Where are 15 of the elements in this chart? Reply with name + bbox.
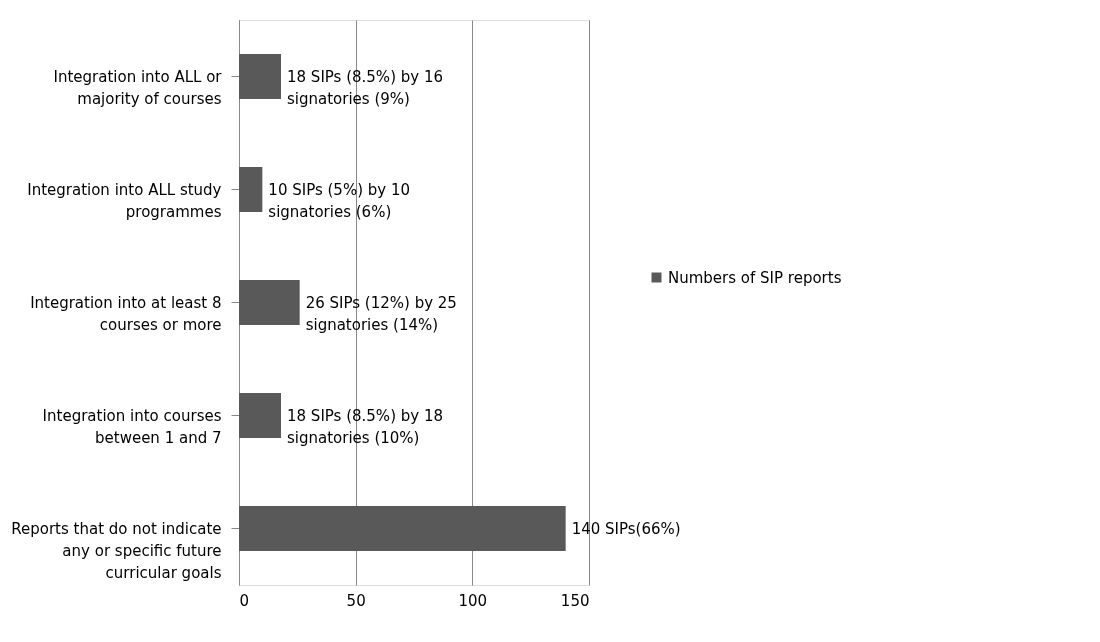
y-tick-label: Integration into courses between 1 and 7	[42, 406, 222, 447]
x-tick-label: 0	[239, 591, 250, 610]
x-tick-label: 50	[346, 591, 366, 610]
y-tick-label: Integration into ALL or majority of courses	[53, 67, 223, 108]
data-label: 140 SIPs(66%)	[571, 519, 681, 538]
data-label: 18 SIPs (8.5%) by 16 signatories (9%)	[287, 67, 443, 108]
x-tick-label: 100	[458, 591, 488, 610]
y-tick-label: Integration into at least 8 courses or more	[30, 293, 222, 334]
y-tick-label: Integration into ALL study programmes	[27, 180, 222, 221]
y-tick-label: Reports that do not indicate any or specific future curricular goals	[11, 519, 222, 582]
data-label: 18 SIPs (8.5%) by 18 signatories (10%)	[287, 406, 443, 447]
data-label: 26 SIPs (12%) by 25 signatories (14%)	[305, 293, 457, 334]
legend-label: Numbers of SIP reports	[668, 268, 842, 287]
x-tick-label: 150	[560, 591, 590, 610]
data-label: 10 SIPs (5%) by 10 signatories (6%)	[268, 180, 411, 221]
